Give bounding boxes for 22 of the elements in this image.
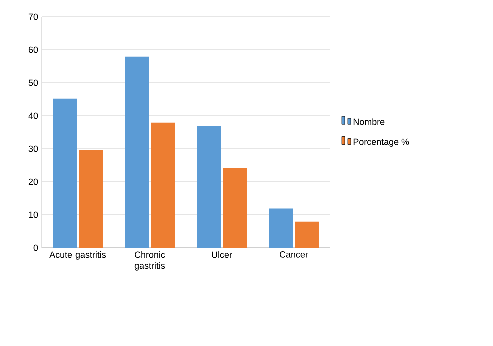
x-tick-label: Ulcer bbox=[212, 252, 232, 258]
x-tick-label: Cancer bbox=[280, 252, 308, 258]
y-tick-label: 10 bbox=[29, 212, 38, 218]
bar bbox=[53, 98, 78, 248]
y-tick-label: 20 bbox=[28, 178, 38, 186]
bar bbox=[269, 208, 294, 248]
bar bbox=[150, 122, 175, 248]
y-tick-label: 50 bbox=[28, 80, 38, 86]
x-tick-label: Acute gastritis bbox=[50, 252, 106, 260]
y-tick-label: 60 bbox=[28, 46, 38, 54]
legend-label: Nombre bbox=[354, 118, 385, 126]
y-tick-label: 0 bbox=[34, 244, 38, 252]
legend-label: Porcentage % bbox=[354, 138, 410, 147]
bar bbox=[294, 222, 319, 248]
y-tick-label: 30 bbox=[28, 146, 38, 152]
bar bbox=[197, 126, 222, 248]
bar bbox=[125, 56, 150, 248]
bar bbox=[78, 150, 103, 248]
x-tick-label: Chronic gastritis bbox=[134, 252, 166, 271]
y-tick-label: 40 bbox=[28, 112, 38, 120]
y-tick-label: 70 bbox=[28, 14, 38, 20]
bar bbox=[222, 168, 247, 248]
